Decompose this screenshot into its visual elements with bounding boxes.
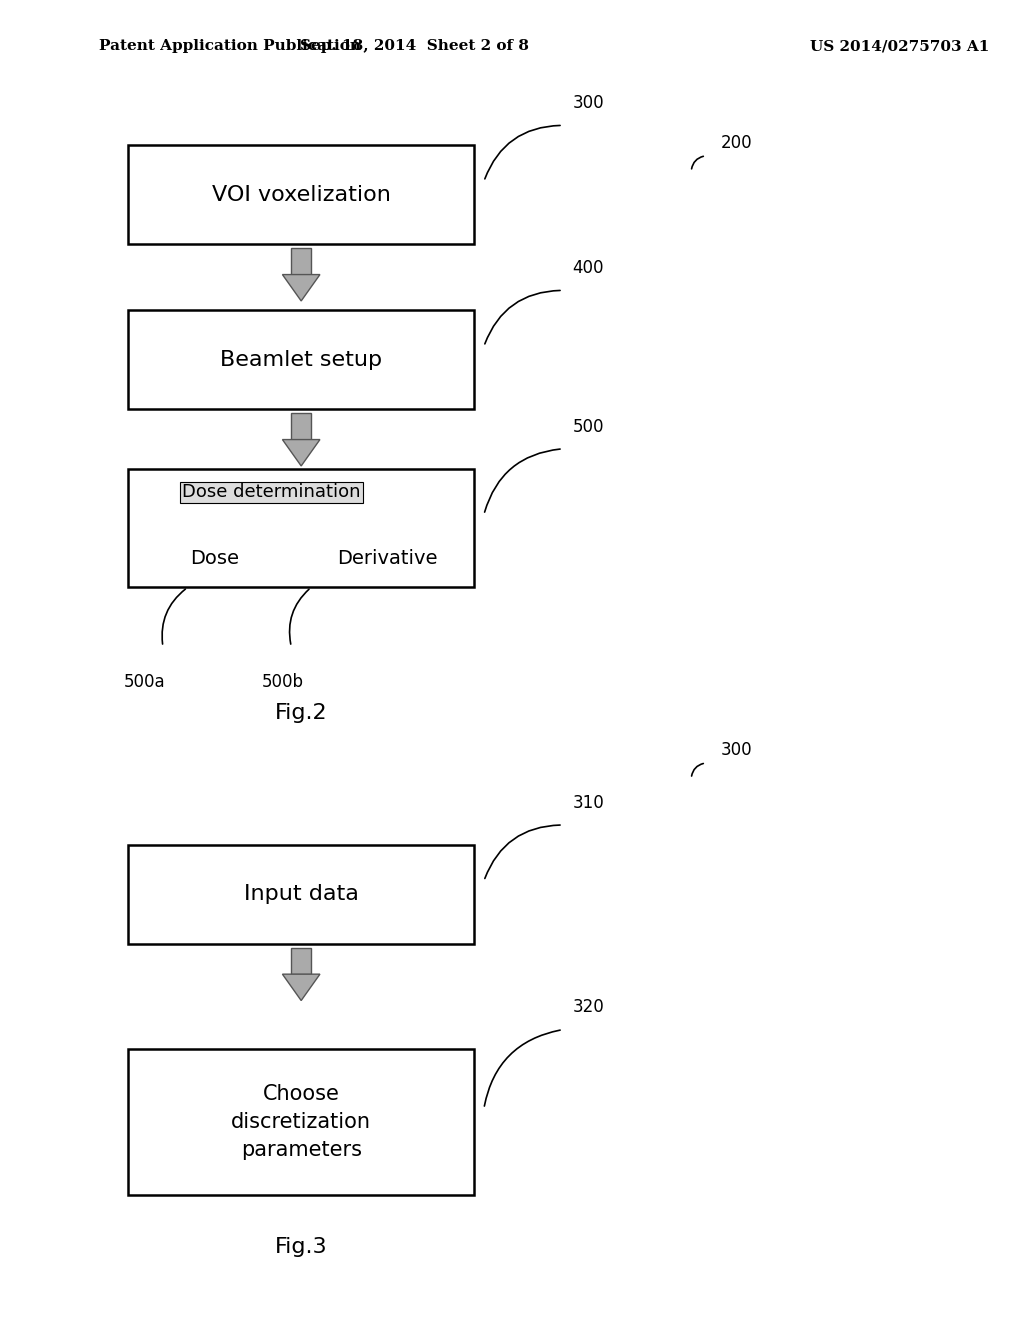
Text: Fig.3: Fig.3	[274, 1237, 328, 1258]
Text: Input data: Input data	[244, 884, 358, 904]
FancyBboxPatch shape	[128, 845, 474, 944]
Text: 400: 400	[572, 259, 604, 277]
Polygon shape	[283, 275, 319, 301]
FancyBboxPatch shape	[128, 1049, 474, 1195]
Text: 310: 310	[572, 793, 604, 812]
Text: US 2014/0275703 A1: US 2014/0275703 A1	[810, 40, 989, 53]
FancyBboxPatch shape	[128, 469, 474, 587]
Polygon shape	[283, 440, 319, 466]
Text: 500b: 500b	[262, 673, 304, 692]
FancyBboxPatch shape	[291, 413, 311, 440]
FancyBboxPatch shape	[128, 145, 474, 244]
Text: Choose
discretization
parameters: Choose discretization parameters	[231, 1084, 371, 1160]
FancyBboxPatch shape	[291, 248, 311, 275]
Text: Derivative: Derivative	[337, 549, 438, 568]
Text: Dose: Dose	[190, 549, 240, 568]
Text: 320: 320	[572, 998, 604, 1016]
Text: Beamlet setup: Beamlet setup	[220, 350, 382, 370]
FancyBboxPatch shape	[128, 310, 474, 409]
Text: 300: 300	[572, 94, 604, 112]
Text: 500a: 500a	[124, 673, 165, 692]
FancyBboxPatch shape	[291, 948, 311, 974]
Text: Patent Application Publication: Patent Application Publication	[98, 40, 360, 53]
Text: 300: 300	[721, 741, 753, 759]
Text: 200: 200	[721, 133, 753, 152]
Polygon shape	[283, 974, 319, 1001]
Text: Sep. 18, 2014  Sheet 2 of 8: Sep. 18, 2014 Sheet 2 of 8	[300, 40, 529, 53]
Text: 500: 500	[572, 417, 604, 436]
Text: Fig.2: Fig.2	[274, 702, 328, 723]
Text: Dose determination: Dose determination	[182, 483, 360, 502]
Text: VOI voxelization: VOI voxelization	[212, 185, 390, 205]
